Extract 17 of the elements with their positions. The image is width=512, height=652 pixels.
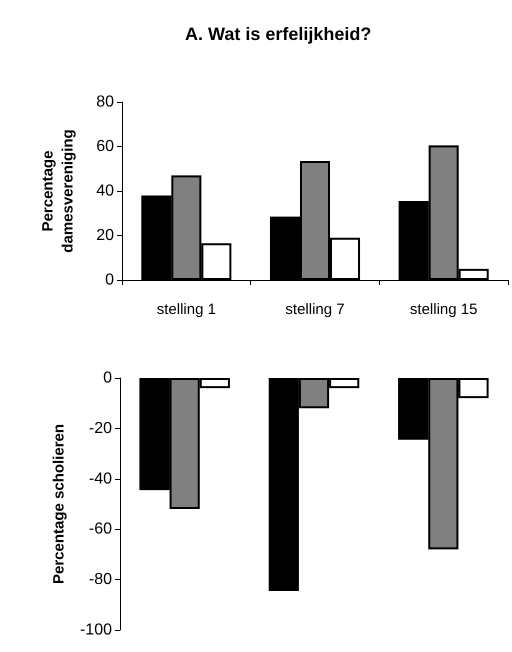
y-tick-label: 40 bbox=[96, 182, 114, 200]
x-tick-label: stelling 15 bbox=[410, 301, 478, 318]
x-tick-label: stelling 7 bbox=[285, 301, 345, 318]
chart-title: A. Wat is erfelijkheid? bbox=[185, 24, 372, 44]
y-tick-label: 80 bbox=[96, 94, 114, 110]
y-tick-label: -80 bbox=[88, 571, 112, 588]
y-tick-label: -20 bbox=[88, 420, 112, 437]
y-tick-label: -40 bbox=[88, 470, 112, 488]
y-tick-label: 60 bbox=[96, 138, 114, 155]
x-tick-label: stelling 1 bbox=[156, 301, 216, 318]
y-axis-title: Percentage damesvereniging bbox=[40, 129, 76, 253]
y-tick-label: -60 bbox=[88, 520, 112, 538]
y-axis-title: Percentage scholieren bbox=[50, 424, 68, 584]
y-tick-label: -100 bbox=[80, 622, 112, 638]
y-tick-label: 0 bbox=[105, 272, 114, 288]
y-tick-label: 0 bbox=[103, 370, 112, 386]
y-tick-label: 20 bbox=[96, 227, 114, 244]
